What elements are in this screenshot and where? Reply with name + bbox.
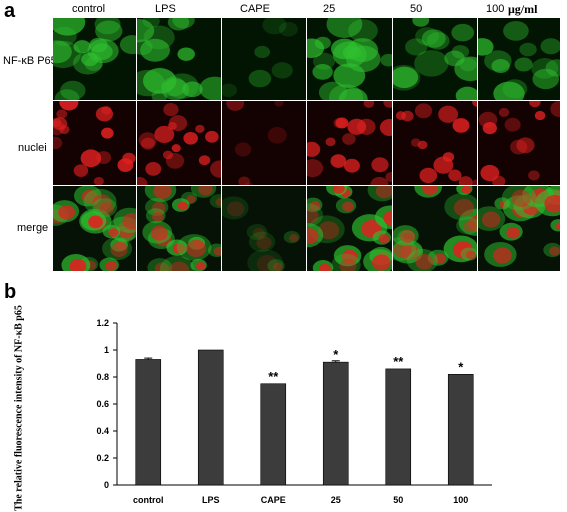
y-tick-label: 0.4 [96, 426, 109, 436]
significance-marker: ** [268, 369, 279, 384]
micrograph-merge-5 [478, 186, 560, 271]
micrograph-p65-4 [393, 18, 477, 100]
bar-chart: 0 0.2 0.4 0.6 0.8 1 1.2 control LPS ** CAPE * 25 ** 50… [96, 318, 492, 505]
micrograph-merge-1 [137, 186, 221, 271]
x-tick-label: 100 [453, 495, 468, 505]
y-tick-label: 1.2 [96, 318, 109, 328]
micrograph-nuclei-3 [307, 101, 392, 185]
micrograph-p65-1 [137, 18, 221, 100]
micrograph-nuclei-4 [393, 101, 477, 185]
bar-0 [135, 359, 162, 486]
micrograph-merge-4 [393, 186, 477, 271]
micrograph-p65-0 [53, 18, 136, 100]
micrograph-nuclei-0 [53, 101, 136, 185]
x-tick-label: control [133, 495, 164, 505]
row-label-nuclei: nuclei [18, 142, 47, 154]
micrograph-p65-3 [307, 18, 392, 100]
column-label-25: 25 [323, 3, 336, 15]
x-tick-label: LPS [202, 495, 220, 505]
x-tick-label: 50 [393, 495, 403, 505]
row-label-merge: merge [17, 222, 49, 234]
bar-4 [385, 368, 412, 486]
significance-marker: * [333, 347, 339, 362]
micrograph-p65-5 [478, 18, 560, 100]
y-tick-label: 0.8 [96, 372, 109, 382]
micrograph-nuclei-5 [478, 101, 560, 185]
column-label-lps: LPS [155, 3, 176, 15]
significance-marker: * [458, 359, 464, 374]
bar-2 [260, 383, 287, 486]
panel-a-label: a [4, 0, 16, 22]
unit-label: μg/ml [508, 2, 538, 16]
column-label-50: 50 [410, 3, 423, 15]
micrograph-merge-0 [53, 186, 136, 271]
y-tick-label: 1 [104, 345, 109, 355]
column-label-control: control [72, 3, 106, 15]
y-tick-label: 0.2 [96, 453, 109, 463]
x-tick-label: 25 [331, 495, 341, 505]
micrograph-nuclei-2 [222, 101, 306, 185]
bar-1 [197, 349, 224, 486]
column-label-cape: CAPE [240, 3, 270, 15]
significance-marker: ** [393, 354, 404, 369]
micrograph-merge-2 [222, 186, 306, 271]
column-label-100: 100 [486, 3, 505, 15]
micrograph-grid [53, 18, 560, 271]
bar-3 [322, 361, 349, 486]
micrograph-nuclei-1 [137, 101, 221, 185]
y-tick-label: 0 [104, 480, 109, 490]
micrograph-p65-2 [222, 18, 306, 100]
panel-b-label: b [4, 281, 17, 303]
y-tick-label: 0.6 [96, 399, 109, 409]
bar-5 [447, 373, 474, 486]
row-label-nfkb: NF-κB P65 [3, 55, 57, 67]
micrograph-merge-3 [307, 186, 392, 271]
x-tick-label: CAPE [261, 495, 286, 505]
